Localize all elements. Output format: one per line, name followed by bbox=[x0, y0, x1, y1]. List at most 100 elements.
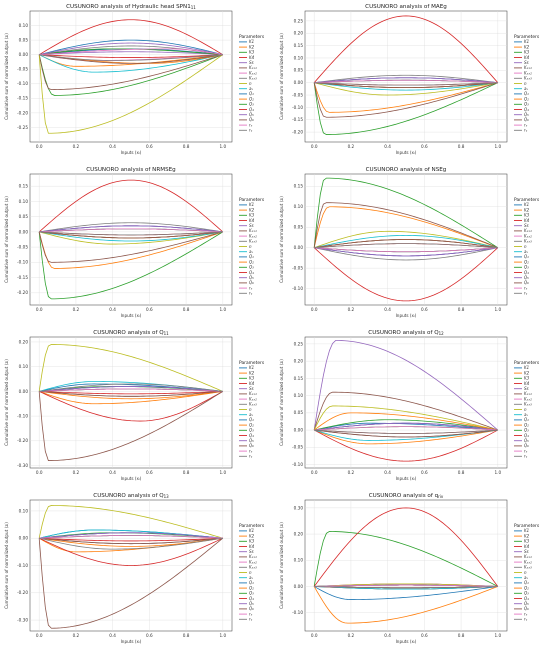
series-line bbox=[39, 222, 223, 233]
x-tick-label: 0.6 bbox=[421, 470, 428, 475]
legend-label: rₓ bbox=[524, 285, 528, 290]
legend-label: rᵧ bbox=[249, 128, 253, 133]
x-axis-label: Inputs (xᵢ) bbox=[121, 313, 142, 318]
series-line bbox=[314, 429, 498, 434]
y-axis-label: Cumulative sum of normalized output (zᵢ) bbox=[279, 359, 284, 446]
legend-label: K4 bbox=[524, 381, 530, 386]
series-line bbox=[39, 225, 223, 233]
y-tick-label: 0.15 bbox=[19, 184, 29, 189]
series-line bbox=[39, 390, 223, 397]
series-line bbox=[39, 532, 223, 539]
y-tick-label: -0.05 bbox=[17, 67, 28, 72]
legend-label: Kₓₓ₃ bbox=[524, 76, 532, 81]
y-tick-label: -0.10 bbox=[17, 260, 28, 265]
series-line bbox=[314, 429, 498, 445]
legend-label: rᵧ bbox=[524, 128, 528, 133]
y-tick-label: -0.05 bbox=[292, 92, 303, 97]
x-tick-label: 0.6 bbox=[146, 307, 153, 312]
legend-label: rᵧ bbox=[249, 617, 253, 622]
legend-label: Q₃ bbox=[524, 265, 529, 270]
chart-title: CUSUNORO analysis of Hydraulic head SPN1… bbox=[66, 4, 196, 10]
series-line bbox=[314, 82, 498, 96]
y-tick-label: -0.10 bbox=[292, 462, 303, 467]
legend-label: Kₓₓ₁ bbox=[249, 391, 257, 396]
x-tick-label: 1.0 bbox=[494, 470, 501, 475]
legend-label: K2 bbox=[524, 533, 530, 538]
y-tick-label: 0.10 bbox=[19, 508, 29, 513]
chart-title: CUSUNORO analysis of Q12 bbox=[368, 330, 444, 336]
x-tick-label: 0.2 bbox=[348, 307, 355, 312]
legend-label: aᵥ bbox=[524, 249, 528, 254]
y-tick-label: -0.30 bbox=[17, 617, 28, 622]
series-line bbox=[314, 422, 498, 431]
series-line bbox=[39, 39, 223, 56]
legend-label: aᵥ bbox=[249, 249, 253, 254]
y-tick-label: 0.00 bbox=[19, 389, 29, 394]
chart-svg: CUSUNORO analysis of qriv 0.0 0.2 0.4 0.6 0.8… bbox=[279, 493, 540, 644]
series-line bbox=[39, 537, 223, 566]
series-line bbox=[39, 42, 223, 56]
legend-label: K2 bbox=[249, 370, 255, 375]
legend-label: rᵧ bbox=[249, 291, 253, 296]
chart-title: CUSUNORO analysis of MAEg bbox=[365, 4, 447, 10]
y-tick-label: -0.15 bbox=[17, 275, 28, 280]
x-tick-label: 0.2 bbox=[73, 307, 80, 312]
x-tick-label: 0.8 bbox=[183, 470, 190, 475]
legend-label: Kₓₓ₂ bbox=[249, 70, 257, 75]
x-tick-label: 0.8 bbox=[458, 633, 465, 638]
y-tick-label: 0.00 bbox=[19, 52, 29, 57]
series-line bbox=[313, 82, 498, 135]
series-line bbox=[314, 235, 498, 249]
legend-label: Kₓₓ₁ bbox=[524, 65, 532, 70]
series-line bbox=[38, 54, 223, 91]
legend-label: Ss bbox=[524, 549, 529, 554]
x-tick-label: 1.0 bbox=[494, 307, 501, 312]
x-tick-label: 0.8 bbox=[183, 144, 190, 149]
x-tick-label: 0.4 bbox=[109, 307, 116, 312]
legend-label: Q₂ bbox=[249, 259, 254, 264]
series-line bbox=[314, 82, 498, 86]
legend-label: aᵥ bbox=[249, 86, 253, 91]
legend-label: Q₁ bbox=[249, 417, 254, 422]
x-tick-label: 1.0 bbox=[219, 144, 226, 149]
legend-label: Q₁ bbox=[524, 254, 529, 259]
series-line bbox=[314, 422, 498, 431]
legend-label: Kₓₓ₁ bbox=[249, 554, 257, 559]
x-tick-label: 0.4 bbox=[384, 633, 391, 638]
series-line bbox=[39, 390, 223, 405]
y-tick-label: -0.20 bbox=[17, 290, 28, 295]
series-line bbox=[314, 419, 498, 431]
legend-label: n bbox=[249, 81, 252, 86]
x-tick-label: 0.0 bbox=[311, 144, 318, 149]
y-tick-label: -0.10 bbox=[17, 413, 28, 418]
legend-label: Q₄ bbox=[249, 596, 254, 601]
y-tick-label: 0.10 bbox=[294, 204, 304, 209]
legend-title: Parameters bbox=[239, 34, 265, 40]
y-tick-label: 0.15 bbox=[294, 43, 304, 48]
legend-label: n bbox=[249, 407, 252, 412]
legend-label: K4 bbox=[249, 544, 255, 549]
legend-label: Ss bbox=[249, 223, 254, 228]
legend-label: Kₓₓ₃ bbox=[249, 76, 257, 81]
legend-label: Kₓₓ₃ bbox=[249, 565, 257, 570]
legend-label: Q₆ bbox=[249, 117, 254, 122]
chart-svg: CUSUNORO analysis of NRMSEg 0.0 0.2 0.4 0.6 0… bbox=[4, 167, 265, 318]
legend-label: K1 bbox=[249, 202, 254, 207]
y-axis-label: Cumulative sum of normalized output (zᵢ) bbox=[279, 522, 284, 609]
y-tick-label: 0.20 bbox=[294, 31, 304, 36]
y-tick-label: -0.05 bbox=[292, 266, 303, 271]
legend-label: K2 bbox=[524, 207, 530, 212]
legend-label: rₓ bbox=[249, 611, 253, 616]
y-tick-label: 0.25 bbox=[294, 341, 304, 346]
chart-title: CUSUNORO analysis of Q11 bbox=[93, 330, 169, 336]
legend-title: Parameters bbox=[239, 523, 265, 529]
chart-title-subscript: 13 bbox=[164, 494, 170, 499]
chart-title: CUSUNORO analysis of NSEg bbox=[366, 167, 447, 173]
legend-label: Q₁ bbox=[249, 254, 254, 259]
legend-label: aᵥ bbox=[524, 412, 528, 417]
legend-label: Q₆ bbox=[524, 606, 529, 611]
legend-label: rₓ bbox=[524, 448, 528, 453]
series-line bbox=[39, 228, 223, 233]
legend-label: Ss bbox=[249, 549, 254, 554]
